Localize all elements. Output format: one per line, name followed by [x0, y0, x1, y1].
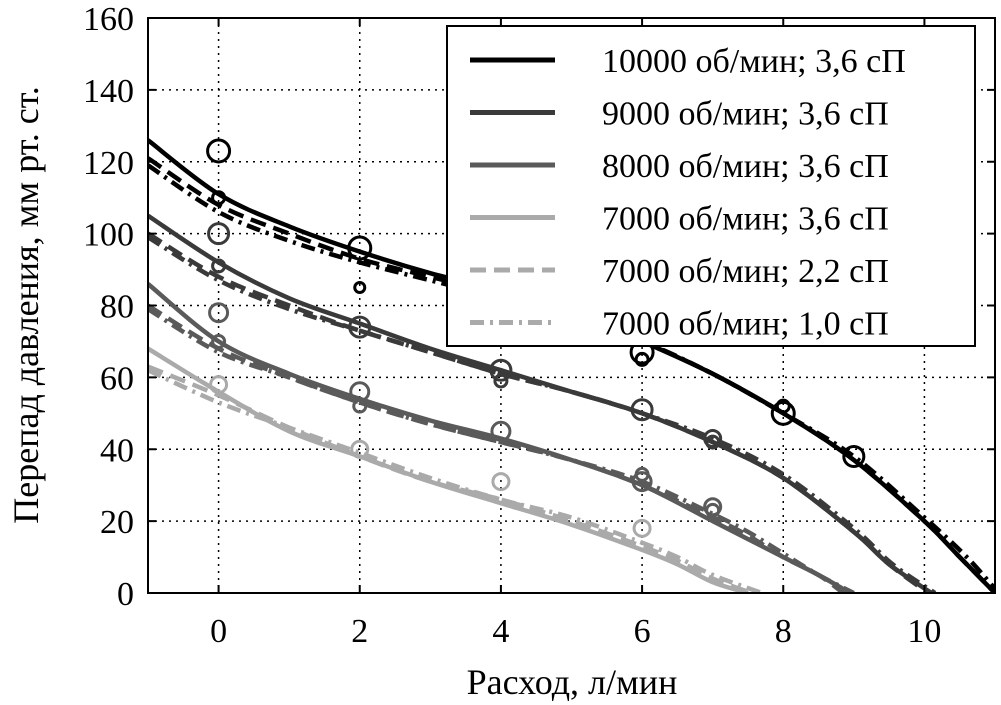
data-point-marker — [705, 434, 721, 450]
x-tick-label: 0 — [210, 613, 227, 650]
data-point-marker — [209, 375, 229, 395]
data-point-marker — [211, 190, 227, 206]
data-point-marker — [630, 398, 654, 422]
data-point-marker — [631, 471, 653, 493]
x-axis-label: Расход, л/мин — [467, 662, 678, 702]
legend-box — [446, 25, 976, 347]
series-line — [148, 213, 933, 593]
legend-entry-label: 10000 об/мин; 3,6 сП — [602, 43, 906, 80]
data-point-marker — [491, 472, 511, 492]
y-tick-label: 0 — [117, 576, 134, 613]
data-point-marker — [206, 138, 232, 164]
x-tick-label: 6 — [634, 613, 651, 650]
legend-entry-label: 7000 об/мин; 1,0 сП — [602, 306, 889, 343]
data-point-marker — [347, 235, 373, 261]
data-point-marker — [703, 428, 723, 448]
data-point-marker — [353, 281, 367, 295]
data-point-marker — [493, 373, 509, 389]
data-point-marker — [350, 439, 370, 459]
data-point-marker — [348, 315, 372, 339]
data-point-marker — [634, 351, 650, 367]
data-point-marker — [632, 518, 652, 538]
x-tick-label: 10 — [907, 613, 941, 650]
data-point-marker — [703, 497, 723, 517]
data-point-marker — [705, 502, 721, 518]
data-point-marker — [489, 358, 513, 382]
x-tick-label: 4 — [492, 613, 509, 650]
legend-entry-label: 8000 об/мин; 3,6 сП — [602, 148, 889, 185]
data-point-marker — [207, 222, 231, 246]
series-line — [148, 282, 852, 593]
y-tick-label: 140 — [83, 73, 134, 110]
data-point-marker — [770, 400, 796, 426]
y-axis-label: Перепад давления, мм рт. ст. — [6, 86, 46, 523]
y-tick-label: 100 — [83, 217, 134, 254]
y-tick-label: 80 — [100, 289, 134, 326]
x-tick-label: 2 — [351, 613, 368, 650]
data-points — [206, 138, 866, 538]
data-point-marker — [842, 444, 866, 468]
series-line-variant — [148, 235, 937, 593]
data-point-marker — [490, 420, 512, 442]
series-line — [148, 346, 749, 593]
y-tick-label: 20 — [100, 504, 134, 541]
y-tick-label: 160 — [83, 1, 134, 38]
legend-entry-label: 7000 об/мин; 3,6 сП — [602, 201, 889, 238]
y-tick-label: 40 — [100, 432, 134, 469]
data-point-marker — [352, 398, 368, 414]
legend-entry-label: 7000 об/мин; 2,2 сП — [602, 253, 889, 290]
y-tick-label: 60 — [100, 360, 134, 397]
legend-entry-label: 9000 об/мин; 3,6 сП — [602, 96, 889, 133]
data-point-marker — [211, 258, 227, 274]
data-point-marker — [211, 333, 227, 349]
data-point-marker — [775, 398, 791, 414]
x-tick-label: 8 — [775, 613, 792, 650]
y-tick-label: 120 — [83, 145, 134, 182]
series-line-variant — [148, 231, 930, 593]
legend: 10000 об/мин; 3,6 сП 9000 об/мин; 3,6 сП 8… — [446, 25, 976, 347]
data-point-marker — [208, 302, 230, 324]
